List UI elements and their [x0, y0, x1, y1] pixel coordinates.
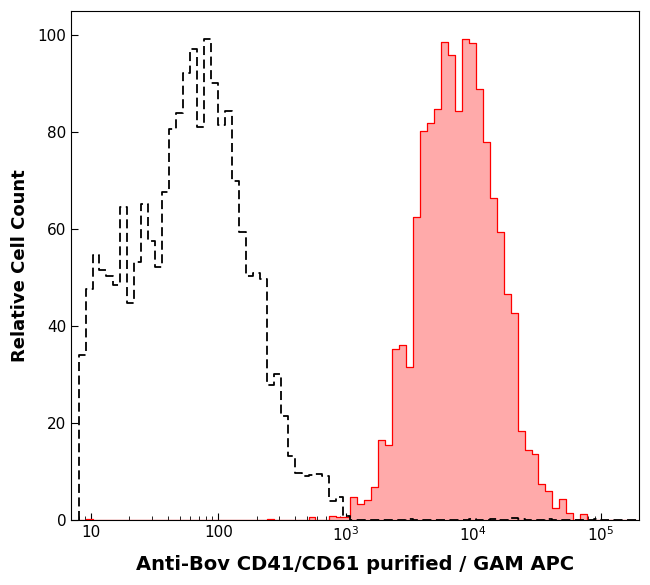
X-axis label: Anti-Bov CD41/CD61 purified / GAM APC: Anti-Bov CD41/CD61 purified / GAM APC — [136, 555, 574, 574]
Y-axis label: Relative Cell Count: Relative Cell Count — [11, 169, 29, 362]
